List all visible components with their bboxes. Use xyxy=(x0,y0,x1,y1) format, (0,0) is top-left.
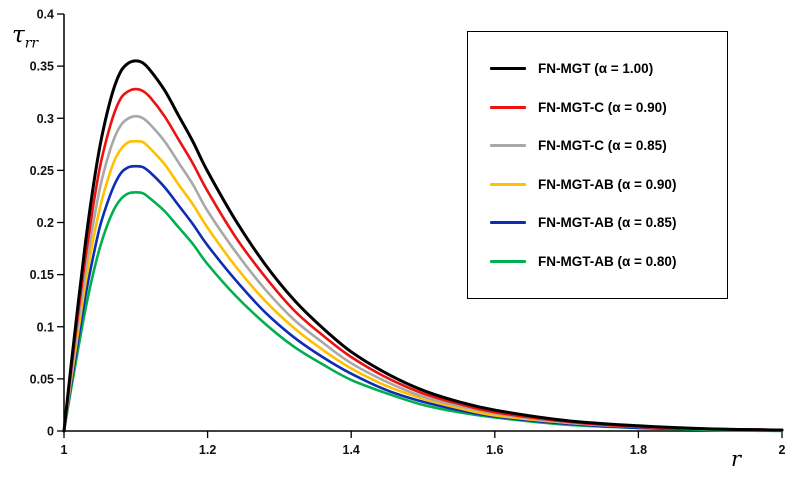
legend-line-sample xyxy=(490,67,526,71)
legend-label: FN-MGT-C (α = 0.90) xyxy=(538,99,667,115)
y-axis-label-symbol: τ xyxy=(12,22,25,48)
legend-line-sample xyxy=(490,221,526,225)
y-axis-label-subscript: rr xyxy=(24,35,39,52)
y-tick-label: 0.15 xyxy=(30,268,54,282)
y-tick-label: 0.25 xyxy=(30,164,54,178)
legend-item-6: FN-MGT-AB (α = 0.80) xyxy=(490,254,719,269)
legend-line-sample xyxy=(490,105,526,109)
legend-label: FN-MGT (α = 1.00) xyxy=(538,61,654,77)
y-tick-label: 0.05 xyxy=(30,372,54,386)
series-curve-fn-mgt-ab-0-85- xyxy=(62,164,784,433)
series-curve-fn-mgt-c-0-85- xyxy=(62,114,784,433)
legend-line-sample xyxy=(490,144,526,148)
series-curve-fn-mgt-ab-0-80- xyxy=(62,191,784,433)
legend-item-3: FN-MGT-C (α = 0.85) xyxy=(490,138,719,153)
legend-label: FN-MGT-AB (α = 0.85) xyxy=(538,215,677,231)
legend: FN-MGT (α = 1.00) FN-MGT-C (α = 0.90) FN-M… xyxy=(467,31,728,299)
x-axis-label: r xyxy=(731,447,742,471)
x-tick-label: 1.4 xyxy=(343,443,360,457)
legend-label: FN-MGT-C (α = 0.85) xyxy=(538,138,667,154)
x-tick-label: 1 xyxy=(61,443,68,457)
y-tick-label: 0.3 xyxy=(37,112,54,126)
x-tick-label: 1.2 xyxy=(199,443,216,457)
legend-item-1: FN-MGT (α = 1.00) xyxy=(490,61,719,76)
legend-label: FN-MGT-AB (α = 0.90) xyxy=(538,176,677,192)
y-tick-label: 0 xyxy=(47,425,54,439)
y-tick-label: 0.1 xyxy=(37,320,54,334)
legend-item-2: FN-MGT-C (α = 0.90) xyxy=(490,100,719,115)
legend-label: FN-MGT-AB (α = 0.80) xyxy=(538,253,677,269)
legend-line-sample xyxy=(490,182,526,186)
y-tick-label: 0.2 xyxy=(37,216,54,230)
series-curve-fn-mgt-ab-0-90- xyxy=(62,139,784,433)
y-axis-label: τrr xyxy=(12,24,38,51)
legend-line-sample xyxy=(490,259,526,263)
series-curve-fn-mgt-1-00- xyxy=(62,59,784,433)
legend-item-5: FN-MGT-AB (α = 0.85) xyxy=(490,215,719,230)
series-curve-fn-mgt-c-0-90- xyxy=(62,87,784,433)
x-tick-label: 1.8 xyxy=(630,443,647,457)
x-tick-label: 1.6 xyxy=(486,443,503,457)
y-tick-label: 0.4 xyxy=(37,8,54,22)
legend-item-4: FN-MGT-AB (α = 0.90) xyxy=(490,177,719,192)
x-tick-label: 2 xyxy=(779,443,786,457)
y-tick-label: 0.35 xyxy=(30,60,54,74)
